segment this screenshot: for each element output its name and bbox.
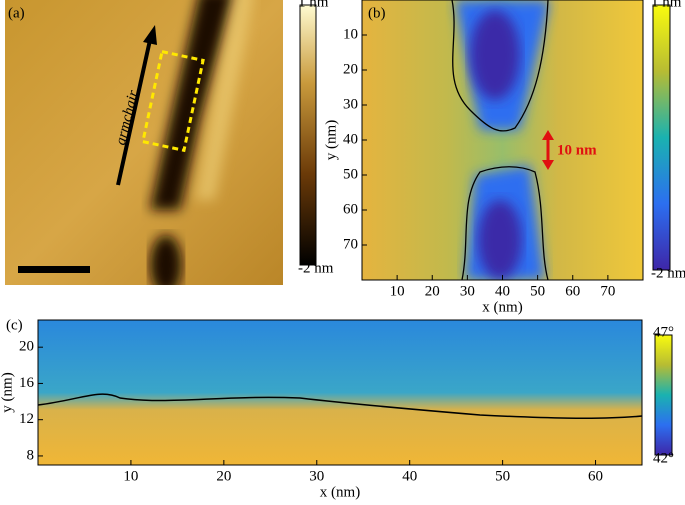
colorbar-tick-label: 42°: [653, 450, 674, 466]
panel-label: (b): [368, 5, 386, 21]
x-tick-label: 30: [460, 283, 475, 299]
y-tick-label: 20: [19, 339, 34, 355]
y-tick-label: 70: [343, 236, 358, 252]
x-tick-label: 60: [588, 468, 603, 484]
panel-label: (c): [6, 317, 23, 333]
x-tick-label: 40: [495, 283, 510, 299]
x-tick-label: 20: [216, 468, 231, 484]
y-tick-label: 50: [343, 166, 358, 182]
colorbar-tick-label: 1 nm: [651, 0, 682, 10]
x-tick-label: 10: [390, 283, 405, 299]
colorbar: [652, 4, 671, 271]
y-tick-label: 12: [19, 411, 34, 427]
heatmap-c: [37, 320, 643, 465]
x-tick-label: 60: [565, 283, 580, 299]
x-axis-label: x (nm): [320, 484, 360, 500]
colorbar-tick-label: 1 nm: [298, 0, 329, 10]
y-tick-label: 8: [27, 447, 35, 463]
x-axis-label: x (nm): [482, 299, 522, 315]
colorbar: [299, 4, 317, 266]
x-tick-label: 20: [425, 283, 440, 299]
x-tick-label: 70: [600, 283, 615, 299]
afm-image: [5, 0, 283, 285]
axes-frame: [37, 319, 643, 466]
x-tick-label: 50: [495, 468, 510, 484]
y-tick-label: 40: [343, 131, 358, 147]
x-tick-label: 50: [530, 283, 545, 299]
colorbar-tick-label: -2 nm: [651, 265, 685, 281]
x-tick-label: 40: [402, 468, 417, 484]
y-tick-label: 10: [343, 26, 358, 42]
colorbar-tick-label: 47°: [653, 324, 674, 340]
y-tick-label: 30: [343, 96, 358, 112]
heatmap-b: [362, 0, 643, 280]
colorbar-tick-label: -2 nm: [298, 260, 334, 276]
y-tick-label: 60: [343, 201, 358, 217]
y-tick-label: 20: [343, 61, 358, 77]
x-tick-label: 30: [309, 468, 324, 484]
y-axis-label: y (nm): [323, 120, 339, 160]
y-tick-label: 16: [19, 375, 35, 391]
y-axis-label: y (nm): [0, 372, 15, 412]
annotation: 10 nm: [557, 142, 597, 158]
panel-label: (a): [8, 5, 25, 21]
colorbar: [654, 334, 673, 456]
x-tick-label: 10: [123, 468, 138, 484]
